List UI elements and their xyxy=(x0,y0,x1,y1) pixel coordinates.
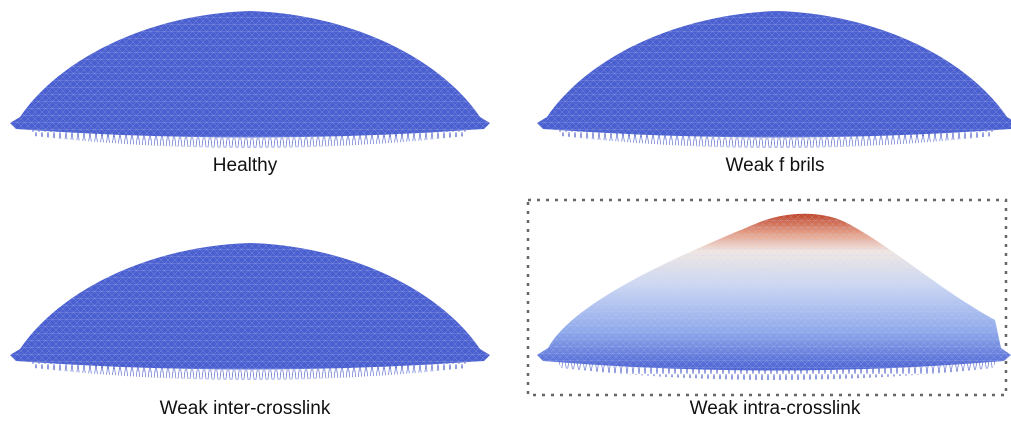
page: {"panels": [ {"label": "Healthy"}, {"lab… xyxy=(0,0,1011,424)
mesh-dome xyxy=(10,11,490,148)
caption: Weak f brils xyxy=(726,155,825,176)
mesh-dome xyxy=(537,11,1011,148)
panel-weak-inter: Weak inter-crosslink xyxy=(10,243,490,419)
caption: Weak intra-crosslink xyxy=(690,398,861,419)
panel-weak-fibrils: Weak f brils xyxy=(537,11,1011,176)
caption: Healthy xyxy=(213,155,278,176)
mesh-dome xyxy=(10,243,490,380)
caption: Weak inter-crosslink xyxy=(160,398,331,419)
mesh-lines xyxy=(537,214,1011,371)
panel-healthy: Healthy xyxy=(10,11,490,176)
figure: Healthy Weak f brils Weak inter-crosslin… xyxy=(0,0,1011,424)
panel-weak-intra: Weak intra-crosslink xyxy=(528,200,1011,419)
